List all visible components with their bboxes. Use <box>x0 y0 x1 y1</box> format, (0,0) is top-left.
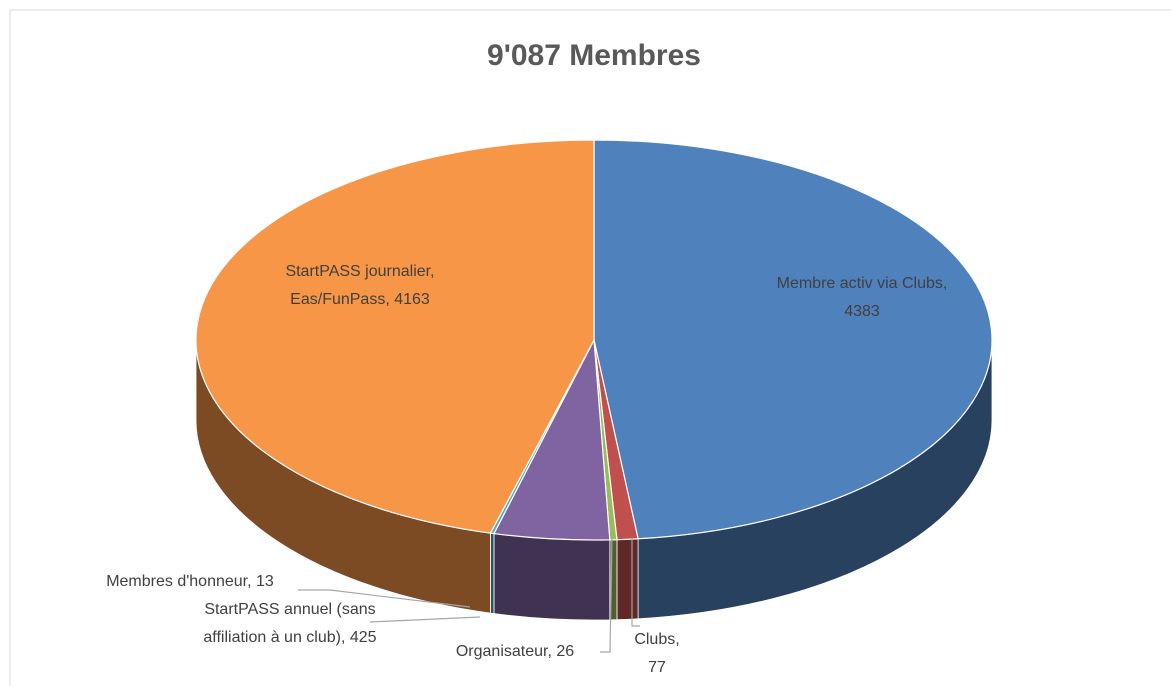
leader-line <box>631 538 640 627</box>
leader-line <box>298 589 471 608</box>
label-value: 4383 <box>844 303 880 320</box>
data-label: Organisateur, 26 <box>455 643 575 660</box>
leader-line <box>600 537 613 653</box>
label-value: 4163 <box>394 291 430 308</box>
label-value: 13 <box>256 573 274 590</box>
slice-side <box>493 533 611 621</box>
label-name: Clubs <box>634 631 676 648</box>
label-value: 26 <box>556 643 575 660</box>
data-label: StartPASS journalier, Eas/FunPass, 4163 <box>285 263 435 308</box>
data-label: StartPASS annuel (sans affiliation à un … <box>203 601 377 646</box>
label-name: Organisateur <box>455 643 548 660</box>
label-name: Membre activ via Clubs <box>776 275 943 292</box>
label-value: 77 <box>648 659 666 676</box>
leader-lines <box>298 537 640 653</box>
slice-side <box>490 532 495 615</box>
slice <box>593 139 993 540</box>
label-name: StartPASS journalier, Eas/FunPass <box>285 263 435 308</box>
leader-line <box>369 616 481 623</box>
slice-side <box>616 538 639 621</box>
label-value: 425 <box>349 629 377 646</box>
chart-title: 9'087 Membres <box>487 39 701 72</box>
label-name: StartPASS annuel (sans affiliation à un … <box>203 601 376 646</box>
slice-tops <box>195 139 993 541</box>
label-name: Membres d'honneur <box>106 573 248 590</box>
data-label: Membre activ via Clubs, 4383 <box>776 275 948 320</box>
data-label: Membres d'honneur, 13 <box>106 573 274 590</box>
pie <box>195 139 993 621</box>
data-label: Clubs, 77 <box>634 631 680 676</box>
slice <box>195 139 595 534</box>
